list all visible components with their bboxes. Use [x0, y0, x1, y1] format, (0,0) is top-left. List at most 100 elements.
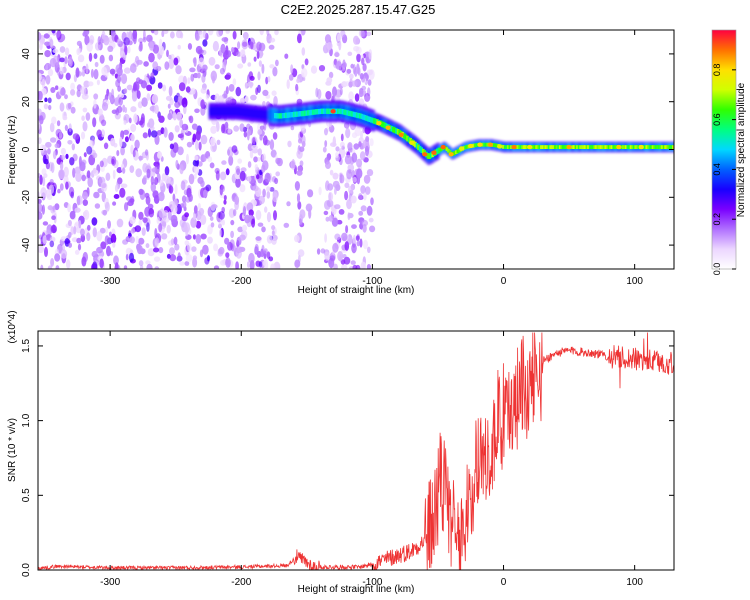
snr-y-tick-label: 1.0	[21, 413, 32, 427]
noise-cell	[218, 246, 225, 255]
noise-cell	[173, 236, 178, 245]
noise-cell	[331, 217, 339, 227]
noise-cell	[158, 208, 165, 218]
noise-cell	[154, 228, 158, 239]
noise-cell	[90, 68, 94, 78]
noise-cell	[294, 181, 300, 191]
noise-cell	[366, 264, 371, 269]
noise-cell	[59, 183, 64, 191]
ridge-band-cell	[269, 108, 273, 123]
noise-cell	[209, 162, 215, 169]
noise-cell	[104, 201, 110, 212]
noise-cell	[67, 140, 73, 145]
noise-cell	[202, 30, 207, 39]
snr-panel: -300 -200 -100 0 100 0.0 0.5 1.0 1.5 Height of …	[7, 310, 675, 595]
noise-cell	[197, 203, 201, 211]
noise-cell	[299, 209, 306, 219]
noise-cell	[249, 75, 255, 81]
spectrogram-x-tick-label: 100	[626, 276, 643, 287]
noise-cell	[296, 78, 300, 84]
ridge-core-cell	[632, 145, 636, 149]
noise-cell	[239, 184, 246, 193]
ridge-core-cell	[303, 110, 307, 116]
ridge-core-cell	[456, 149, 460, 154]
noise-cell	[162, 84, 167, 92]
noise-cell	[115, 108, 119, 116]
noise-cell	[256, 41, 262, 51]
noise-cell	[147, 248, 155, 257]
noise-cell	[70, 191, 74, 199]
noise-cell	[59, 161, 64, 171]
noise-cell	[270, 263, 276, 269]
noise-cell	[356, 168, 363, 179]
ridge-core-cell	[552, 145, 556, 149]
noise-cell	[367, 246, 371, 253]
noise-cell	[228, 84, 235, 92]
noise-cell	[135, 235, 139, 245]
noise-cell	[58, 131, 63, 139]
ridge-core-cell	[664, 145, 667, 149]
ridge-core-cell	[407, 136, 411, 143]
noise-cell	[364, 145, 370, 157]
noise-cell	[170, 214, 178, 224]
noise-cell	[268, 256, 274, 262]
noise-cell	[346, 68, 352, 74]
ridge-core-cell	[483, 142, 486, 147]
ridge-core-cell	[351, 111, 354, 117]
noise-cell	[251, 144, 258, 150]
ridge-core-cell	[604, 145, 608, 149]
noise-cell	[110, 137, 116, 147]
ridge-hot-spot	[566, 144, 572, 150]
ridge-core-cell	[508, 145, 512, 149]
noise-cell	[151, 167, 157, 173]
noise-cell	[81, 159, 87, 166]
noise-cell	[97, 36, 102, 45]
noise-cell	[199, 32, 204, 39]
ridge-core-cell	[462, 145, 466, 150]
noise-cell	[158, 222, 163, 233]
noise-cell	[247, 143, 254, 152]
noise-cell	[332, 136, 336, 147]
noise-cell	[356, 158, 363, 168]
ridge-core-cell	[417, 144, 420, 151]
ridge-core-cell	[590, 145, 593, 149]
noise-cell	[220, 123, 226, 134]
ridge-hot-spot	[477, 142, 483, 147]
noise-cell	[138, 260, 144, 267]
noise-cell	[54, 143, 60, 149]
noise-cell	[111, 156, 117, 166]
noise-cell	[138, 211, 144, 220]
noise-cell	[146, 84, 153, 92]
noise-cell	[269, 64, 275, 69]
noise-cell	[41, 204, 46, 215]
noise-cell	[264, 172, 271, 183]
noise-cell	[221, 160, 227, 165]
noise-cell	[154, 237, 160, 247]
noise-cell	[186, 153, 189, 165]
noise-cell	[94, 61, 99, 68]
ridge-core-cell	[396, 129, 400, 135]
noise-cell	[228, 155, 234, 166]
noise-cell	[78, 219, 82, 229]
noise-cell	[244, 95, 249, 103]
noise-cell	[192, 133, 197, 143]
snr-x-tick-label: -100	[362, 577, 382, 588]
ridge-band-cell	[266, 110, 270, 120]
noise-cell	[48, 104, 52, 111]
ridge-hot-spot	[638, 144, 644, 150]
noise-cell	[74, 249, 80, 255]
spectrogram-y-tick-label: 0	[21, 146, 32, 152]
ridge-core-cell	[599, 145, 603, 149]
noise-cell	[141, 227, 146, 236]
ridge-core-cell	[658, 145, 661, 149]
colorbar-tick-label: 0.4	[712, 163, 722, 176]
noise-cell	[351, 80, 358, 87]
ridge-core-cell	[492, 143, 496, 147]
noise-cell	[340, 30, 346, 38]
noise-cell	[129, 216, 136, 225]
ridge-core-cell	[392, 126, 395, 133]
noise-cell	[358, 98, 365, 107]
noise-cell	[248, 209, 254, 217]
noise-cell	[354, 127, 362, 137]
